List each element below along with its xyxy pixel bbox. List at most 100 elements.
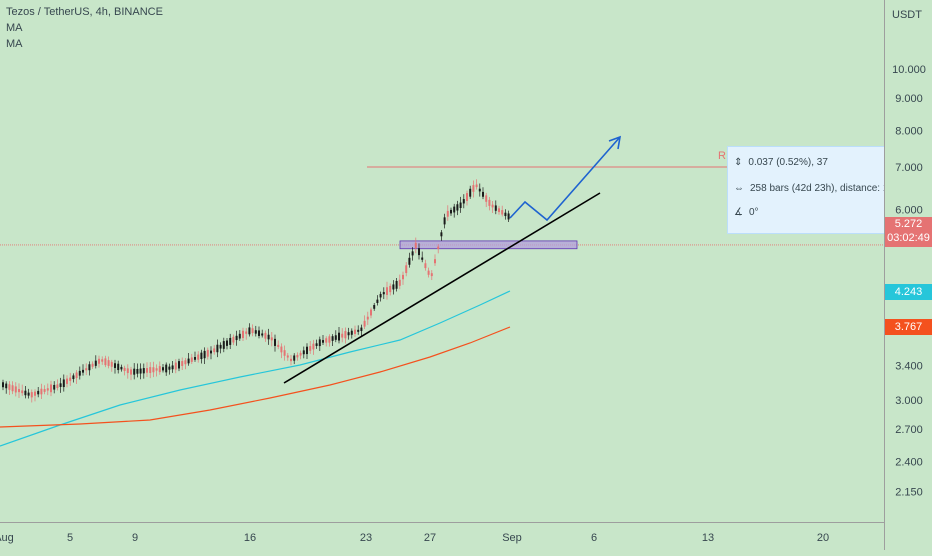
candle-body bbox=[126, 368, 129, 374]
candle-body bbox=[187, 358, 190, 364]
candle-body bbox=[203, 350, 206, 359]
height-icon: ⇕ bbox=[734, 157, 743, 168]
candle-body bbox=[206, 349, 209, 357]
candle-body bbox=[347, 332, 350, 336]
candle-body bbox=[46, 388, 49, 391]
measure-info-box: ⇕ 0.037 (0.52%), 37 ⇔ 258 bars (42d 23h)… bbox=[727, 146, 884, 234]
candle-body bbox=[270, 337, 273, 341]
candle-body bbox=[424, 263, 427, 269]
time-tick-label: 16 bbox=[244, 532, 256, 544]
width-icon: ⇔ bbox=[734, 183, 744, 194]
candle-body bbox=[107, 360, 110, 366]
candle-body bbox=[171, 365, 174, 370]
candle-body bbox=[507, 213, 510, 220]
candle-body bbox=[210, 350, 212, 354]
candle-body bbox=[392, 284, 395, 290]
candle-body bbox=[251, 328, 254, 334]
candle-body bbox=[21, 390, 24, 394]
candle-body bbox=[226, 340, 228, 346]
candle-body bbox=[331, 336, 334, 341]
price-chart[interactable]: R bbox=[0, 0, 884, 522]
candle-body bbox=[136, 368, 139, 374]
candle-body bbox=[386, 287, 388, 295]
candle-body bbox=[322, 340, 324, 343]
candle-body bbox=[478, 188, 481, 192]
candle-body bbox=[334, 335, 337, 340]
candle-body bbox=[296, 354, 299, 358]
ma-legend-fast[interactable]: MA bbox=[6, 22, 23, 34]
candle-body bbox=[43, 389, 46, 392]
candle-body bbox=[306, 346, 308, 355]
ma-legend-slow[interactable]: MA bbox=[6, 38, 23, 50]
candle-body bbox=[462, 199, 465, 204]
candle-body bbox=[40, 388, 43, 395]
candle-body bbox=[373, 305, 376, 309]
time-axis[interactable]: Aug 5 9 16 23 27 Sep 6 13 20 bbox=[0, 522, 884, 551]
candle-body bbox=[62, 379, 65, 388]
candle-body bbox=[261, 333, 264, 336]
measure-angle: 0° bbox=[748, 207, 759, 218]
time-tick-label: 20 bbox=[817, 532, 829, 544]
price-tick-label: 9.000 bbox=[895, 93, 923, 105]
candle-body bbox=[50, 384, 52, 393]
candle-body bbox=[299, 352, 302, 356]
candle-body bbox=[53, 384, 56, 390]
candle-body bbox=[104, 358, 107, 366]
time-axis-labels: Aug 5 9 16 23 27 Sep 6 13 20 bbox=[0, 532, 829, 544]
candle-body bbox=[213, 348, 216, 353]
candle-body bbox=[114, 363, 116, 368]
time-tick-label: 9 bbox=[132, 532, 138, 544]
last-price-value: 5.272 bbox=[894, 218, 923, 230]
candle-body bbox=[178, 361, 180, 369]
measure-bars: 258 bars (42d 23h), distance: 1078 px bbox=[750, 183, 884, 194]
projection-path bbox=[509, 136, 621, 222]
candle-body bbox=[488, 199, 491, 206]
candle-body bbox=[158, 366, 161, 373]
candle-body bbox=[379, 293, 382, 298]
candle-body bbox=[491, 204, 494, 208]
candle-body bbox=[283, 350, 286, 356]
candle-body bbox=[162, 367, 164, 371]
candle-body bbox=[11, 385, 14, 392]
candle-body bbox=[117, 363, 120, 371]
candle-body bbox=[504, 212, 507, 217]
candle-body bbox=[232, 336, 235, 343]
candle-body bbox=[456, 204, 459, 211]
candle-body bbox=[274, 338, 276, 346]
candle-body bbox=[414, 242, 417, 249]
candle-body bbox=[194, 357, 196, 360]
candle-body bbox=[75, 372, 78, 379]
chart-area[interactable]: R Tezos / TetherUS, 4h, BINANCE MA MA ⇕ … bbox=[0, 0, 884, 522]
candle-body bbox=[146, 368, 148, 373]
candle-body bbox=[2, 382, 4, 388]
candle-body bbox=[229, 337, 232, 345]
candle-body bbox=[110, 361, 113, 367]
price-tick-label: 10.000 bbox=[892, 64, 926, 76]
candle-body bbox=[472, 185, 475, 192]
price-axis-unit: USDT bbox=[892, 9, 922, 21]
candle-body bbox=[222, 341, 225, 349]
candle-body bbox=[242, 330, 244, 339]
ma-slow-line bbox=[0, 326, 511, 428]
candle-body bbox=[94, 360, 97, 366]
time-tick-label: Aug bbox=[0, 532, 14, 544]
candle-body bbox=[350, 330, 353, 335]
candle-body bbox=[370, 309, 372, 316]
candle-body bbox=[402, 274, 404, 280]
ma-fast-tag: 4.243 bbox=[885, 284, 932, 300]
candle-body bbox=[466, 193, 468, 201]
candle-body bbox=[8, 384, 11, 390]
candle-body bbox=[411, 251, 414, 256]
candle-body bbox=[216, 344, 219, 353]
candle-body bbox=[82, 369, 84, 373]
candle-body bbox=[302, 350, 305, 355]
candle-body bbox=[181, 361, 184, 366]
candle-body bbox=[101, 359, 104, 362]
candle-body bbox=[174, 362, 177, 370]
price-axis[interactable]: USDT10.0009.0008.0007.0006.0004.4003.400… bbox=[884, 0, 932, 550]
price-tick-label: 8.000 bbox=[895, 125, 923, 137]
candles bbox=[2, 179, 510, 403]
candle-body bbox=[437, 246, 440, 249]
candle-body bbox=[149, 367, 152, 374]
candle-body bbox=[363, 320, 366, 327]
